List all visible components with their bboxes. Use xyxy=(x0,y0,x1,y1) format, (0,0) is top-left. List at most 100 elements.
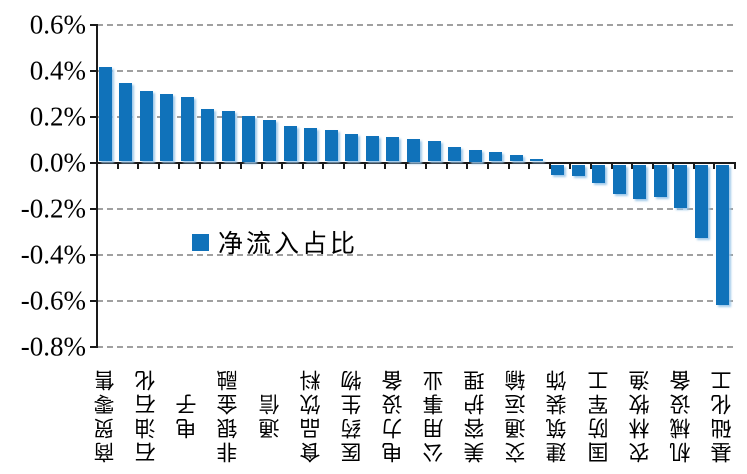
x-axis-category-label: 公用事业 xyxy=(422,367,447,463)
gridline xyxy=(97,24,735,26)
bar-电力设备 xyxy=(386,137,400,162)
x-axis-tick xyxy=(713,162,716,169)
bar-series-item-28 xyxy=(653,164,667,197)
x-axis-category-label: 电力设备 xyxy=(380,367,405,463)
bar-series-item-20 xyxy=(489,152,503,162)
bar-建筑装饰 xyxy=(550,164,564,175)
x-axis-tick xyxy=(96,162,98,169)
gridline xyxy=(97,346,735,348)
bar-series-item-22 xyxy=(530,159,544,162)
x-axis-tick xyxy=(198,162,201,169)
bar-电子 xyxy=(180,97,194,162)
x-axis-tick xyxy=(445,162,448,169)
legend-series-label: 净流入占比 xyxy=(218,231,359,258)
bar-series-item-18 xyxy=(448,146,462,162)
bar-交通运输 xyxy=(509,154,523,162)
bar-series-item-12 xyxy=(324,130,338,162)
y-axis-tick-label: 0.4% xyxy=(29,55,86,86)
x-axis-tick xyxy=(157,162,160,169)
bar-series-item-4 xyxy=(160,93,174,162)
x-axis-category-label: 电子 xyxy=(175,391,200,439)
y-axis-line xyxy=(96,24,98,348)
bar-series-item-24 xyxy=(571,164,585,176)
x-axis-tick xyxy=(610,162,613,169)
x-axis-tick xyxy=(281,162,284,169)
y-axis-tick xyxy=(90,300,97,302)
x-axis-tick xyxy=(384,162,387,169)
bar-国防军工 xyxy=(592,164,606,183)
x-axis-category-label: 交通运输 xyxy=(504,367,529,463)
y-axis-tick xyxy=(90,24,97,26)
y-axis-tick-label: -0.6% xyxy=(20,285,86,316)
x-axis-tick xyxy=(322,162,325,169)
bar-series-item-14 xyxy=(365,136,379,162)
x-axis-tick xyxy=(528,162,531,169)
x-axis-tick xyxy=(692,162,695,169)
x-axis-tick xyxy=(178,162,181,169)
x-axis-zero-line xyxy=(97,161,735,164)
bar-机械设备 xyxy=(674,164,688,209)
y-axis-tick xyxy=(90,208,97,210)
x-axis-category-label: 建筑装饰 xyxy=(545,367,570,463)
x-axis-tick xyxy=(651,162,654,169)
bar-非银金融 xyxy=(221,110,235,162)
x-axis-category-label: 通信 xyxy=(257,391,282,439)
bar-食品饮料 xyxy=(304,128,318,162)
bar-公用事业 xyxy=(427,140,441,162)
x-axis-tick xyxy=(219,162,222,169)
y-axis-tick xyxy=(90,70,97,72)
legend: 净流入占比 xyxy=(192,224,358,260)
x-axis-tick xyxy=(672,162,675,169)
x-axis-tick xyxy=(734,162,736,169)
x-axis-category-label: 商贸零售 xyxy=(93,367,117,463)
y-axis-tick-label: 0.2% xyxy=(29,101,86,132)
x-axis-tick xyxy=(404,162,407,169)
x-axis-tick xyxy=(425,162,428,169)
bar-基础化工 xyxy=(715,164,729,305)
x-axis-category-label: 石油石化 xyxy=(134,367,159,463)
x-axis-tick xyxy=(240,162,243,169)
gridline xyxy=(97,254,735,256)
gridline xyxy=(97,70,735,72)
x-axis-tick xyxy=(589,162,592,169)
x-axis-tick xyxy=(342,162,345,169)
y-axis-tick xyxy=(90,346,97,348)
bar-series-item-30 xyxy=(694,164,708,239)
y-axis-tick-label: -0.4% xyxy=(20,239,86,270)
x-axis-category-label: 非银金融 xyxy=(216,367,241,463)
bar-series-item-2 xyxy=(119,83,133,162)
y-axis-tick-label: 0.6% xyxy=(29,9,86,40)
bar-series-item-10 xyxy=(283,125,297,162)
bar-series-item-26 xyxy=(612,164,626,195)
x-axis-tick xyxy=(116,162,119,169)
bar-美容护理 xyxy=(468,150,482,162)
bar-石油石化 xyxy=(139,91,153,162)
bar-医药生物 xyxy=(345,133,359,162)
x-axis-category-label: 美容护理 xyxy=(463,367,488,463)
bar-series-item-6 xyxy=(201,108,215,162)
legend-series-swatch-icon xyxy=(192,233,209,251)
x-axis-category-label: 医药生物 xyxy=(339,367,364,463)
x-axis-tick xyxy=(137,162,140,169)
x-axis-tick xyxy=(631,162,634,169)
x-axis-tick xyxy=(466,162,469,169)
x-axis-category-label: 食品饮料 xyxy=(298,367,323,463)
x-axis-category-label: 基础化工 xyxy=(710,367,734,463)
x-axis-tick xyxy=(301,162,304,169)
y-axis-tick xyxy=(90,162,97,164)
x-axis-tick xyxy=(363,162,366,169)
y-axis-tick xyxy=(90,254,97,256)
x-axis-tick xyxy=(569,162,572,169)
x-axis-tick xyxy=(507,162,510,169)
gridline xyxy=(97,208,735,210)
bar-通信 xyxy=(263,120,277,162)
x-axis-tick xyxy=(548,162,551,169)
y-axis-tick-label: -0.8% xyxy=(20,331,86,362)
gridline xyxy=(97,116,735,118)
bar-series-item-16 xyxy=(407,138,420,162)
y-axis-tick-label: -0.2% xyxy=(20,193,86,224)
y-axis-tick xyxy=(90,116,97,118)
x-axis-category-label: 农林牧渔 xyxy=(627,367,652,463)
y-axis-tick-label: 0.0% xyxy=(29,147,86,178)
